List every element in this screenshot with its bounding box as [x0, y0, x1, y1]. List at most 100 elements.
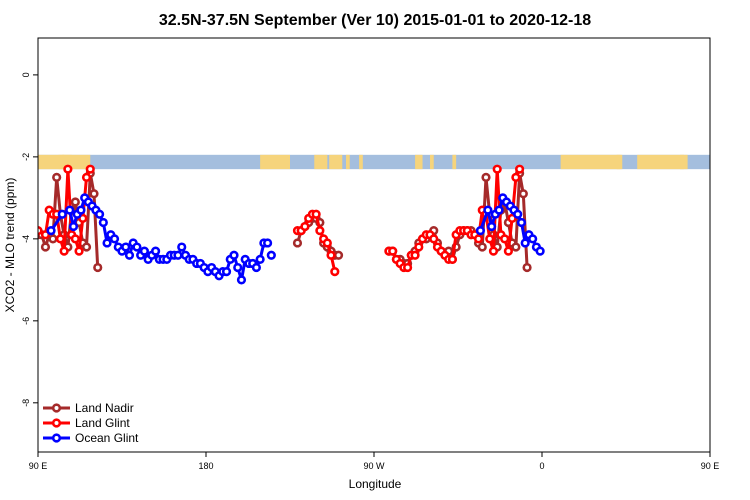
land-nadir-point	[518, 189, 528, 199]
land-nadir-point	[52, 172, 62, 182]
ocean-glint-point	[177, 242, 187, 252]
ocean-glint-point	[65, 205, 75, 215]
land-segment	[62, 154, 72, 170]
y-axis: 0 -2 -4 -6 -8	[21, 72, 38, 407]
plot-content	[38, 154, 710, 285]
legend-marker-ocean-glint	[51, 433, 62, 443]
ocean-glint-point	[151, 246, 161, 256]
ocean-glint-point	[236, 275, 247, 285]
y-tick-label: -2	[21, 153, 31, 161]
y-tick-label: -8	[21, 399, 31, 407]
ocean-band	[38, 154, 710, 170]
land-glint-point	[300, 221, 310, 232]
y-tick-label: -4	[21, 235, 31, 243]
land-nadir-point	[89, 189, 99, 199]
x-tick-label: 90 W	[363, 461, 385, 471]
ocean-glint-point	[513, 209, 523, 219]
land-segment	[415, 154, 423, 170]
ocean-glint-point	[124, 250, 135, 260]
land-glint-point	[511, 172, 521, 182]
x-axis: 90 E 180 90 W 0 90 E	[29, 452, 720, 471]
ocean-glint-point	[229, 250, 239, 260]
land-glint-point	[330, 267, 340, 277]
land-nadir-point	[481, 172, 491, 182]
land-segment	[58, 154, 65, 170]
y-tick-label: 0	[21, 72, 31, 77]
land-glint-point	[447, 254, 458, 264]
land-segment	[260, 154, 290, 170]
x-tick-label: 0	[539, 461, 544, 471]
land-glint-point	[429, 234, 439, 244]
ocean-glint-point	[255, 254, 265, 264]
ocean-glint-point	[94, 209, 105, 219]
x-tick-label: 90 E	[29, 461, 48, 471]
land-segment	[314, 154, 328, 170]
land-segment	[329, 154, 343, 170]
y-axis-label: XCO2 - MLO trend (ppm)	[3, 178, 17, 313]
ocean-glint-point	[221, 267, 232, 277]
ocean-glint-point	[483, 205, 493, 215]
ocean-glint-point	[516, 217, 527, 228]
land-glint-point	[507, 213, 517, 223]
ocean-glint-point	[266, 250, 276, 260]
ocean-glint-point	[139, 246, 149, 256]
land-glint-point	[70, 234, 80, 244]
land-glint-point	[322, 238, 332, 248]
ocean-glint-point	[251, 262, 261, 273]
ocean-glint-point	[102, 238, 112, 248]
land-segment	[346, 154, 350, 170]
plot-area	[38, 154, 710, 285]
ocean-glint-point	[528, 234, 538, 244]
land-glint-point	[473, 234, 484, 244]
ocean-glint-point	[121, 242, 131, 252]
land-segment	[359, 154, 363, 170]
land-glint-point	[55, 234, 66, 244]
land-nadir-point	[333, 250, 344, 260]
land-segment	[680, 154, 684, 170]
land-nadir-point	[477, 242, 487, 252]
land-glint-point	[485, 234, 495, 244]
land-nadir-point	[93, 262, 103, 273]
land-nadir-point	[70, 197, 80, 207]
land-glint-point	[492, 164, 502, 174]
ocean-glint-point	[109, 234, 120, 244]
y-tick-label: -6	[21, 317, 31, 325]
land-segment	[452, 154, 457, 170]
ocean-glint-point	[233, 262, 243, 273]
land-glint-point	[514, 164, 525, 174]
land-glint-point	[63, 164, 73, 174]
x-tick-label: 90 E	[701, 461, 720, 471]
land-nadir-point	[40, 242, 51, 252]
land-nadir-point	[81, 242, 92, 252]
land-glint-point	[78, 213, 88, 223]
land-glint-point	[326, 250, 336, 260]
land-glint-point	[85, 164, 95, 174]
legend-label-ocean-glint: Ocean Glint	[75, 431, 139, 445]
land-glint-point	[40, 230, 51, 240]
x-tick-label: 180	[198, 461, 213, 471]
land-glint-point	[500, 234, 510, 244]
land-segment	[637, 154, 688, 170]
x-axis-label: Longitude	[349, 477, 402, 491]
ocean-glint-point	[98, 217, 108, 228]
land-nadir-point	[48, 234, 58, 244]
land-glint-point	[403, 262, 413, 273]
land-nadir-point	[511, 242, 521, 252]
land-glint-point	[414, 242, 424, 252]
ocean-glint-point	[535, 246, 545, 256]
land-glint-point	[311, 209, 321, 219]
land-glint-point	[59, 246, 69, 256]
ocean-glint-point	[520, 238, 530, 248]
ocean-glint-point	[132, 242, 142, 252]
ocean-glint-point	[173, 250, 183, 260]
land-segment	[616, 154, 623, 170]
land-glint-point	[74, 246, 84, 256]
land-glint-point	[503, 246, 514, 256]
land-glint-point	[388, 246, 398, 256]
land-segment	[560, 154, 621, 170]
land-nadir-point	[522, 262, 532, 273]
ocean-glint-point	[475, 226, 486, 236]
ocean-glint-point	[487, 221, 497, 232]
ocean-glint-point	[57, 209, 67, 219]
